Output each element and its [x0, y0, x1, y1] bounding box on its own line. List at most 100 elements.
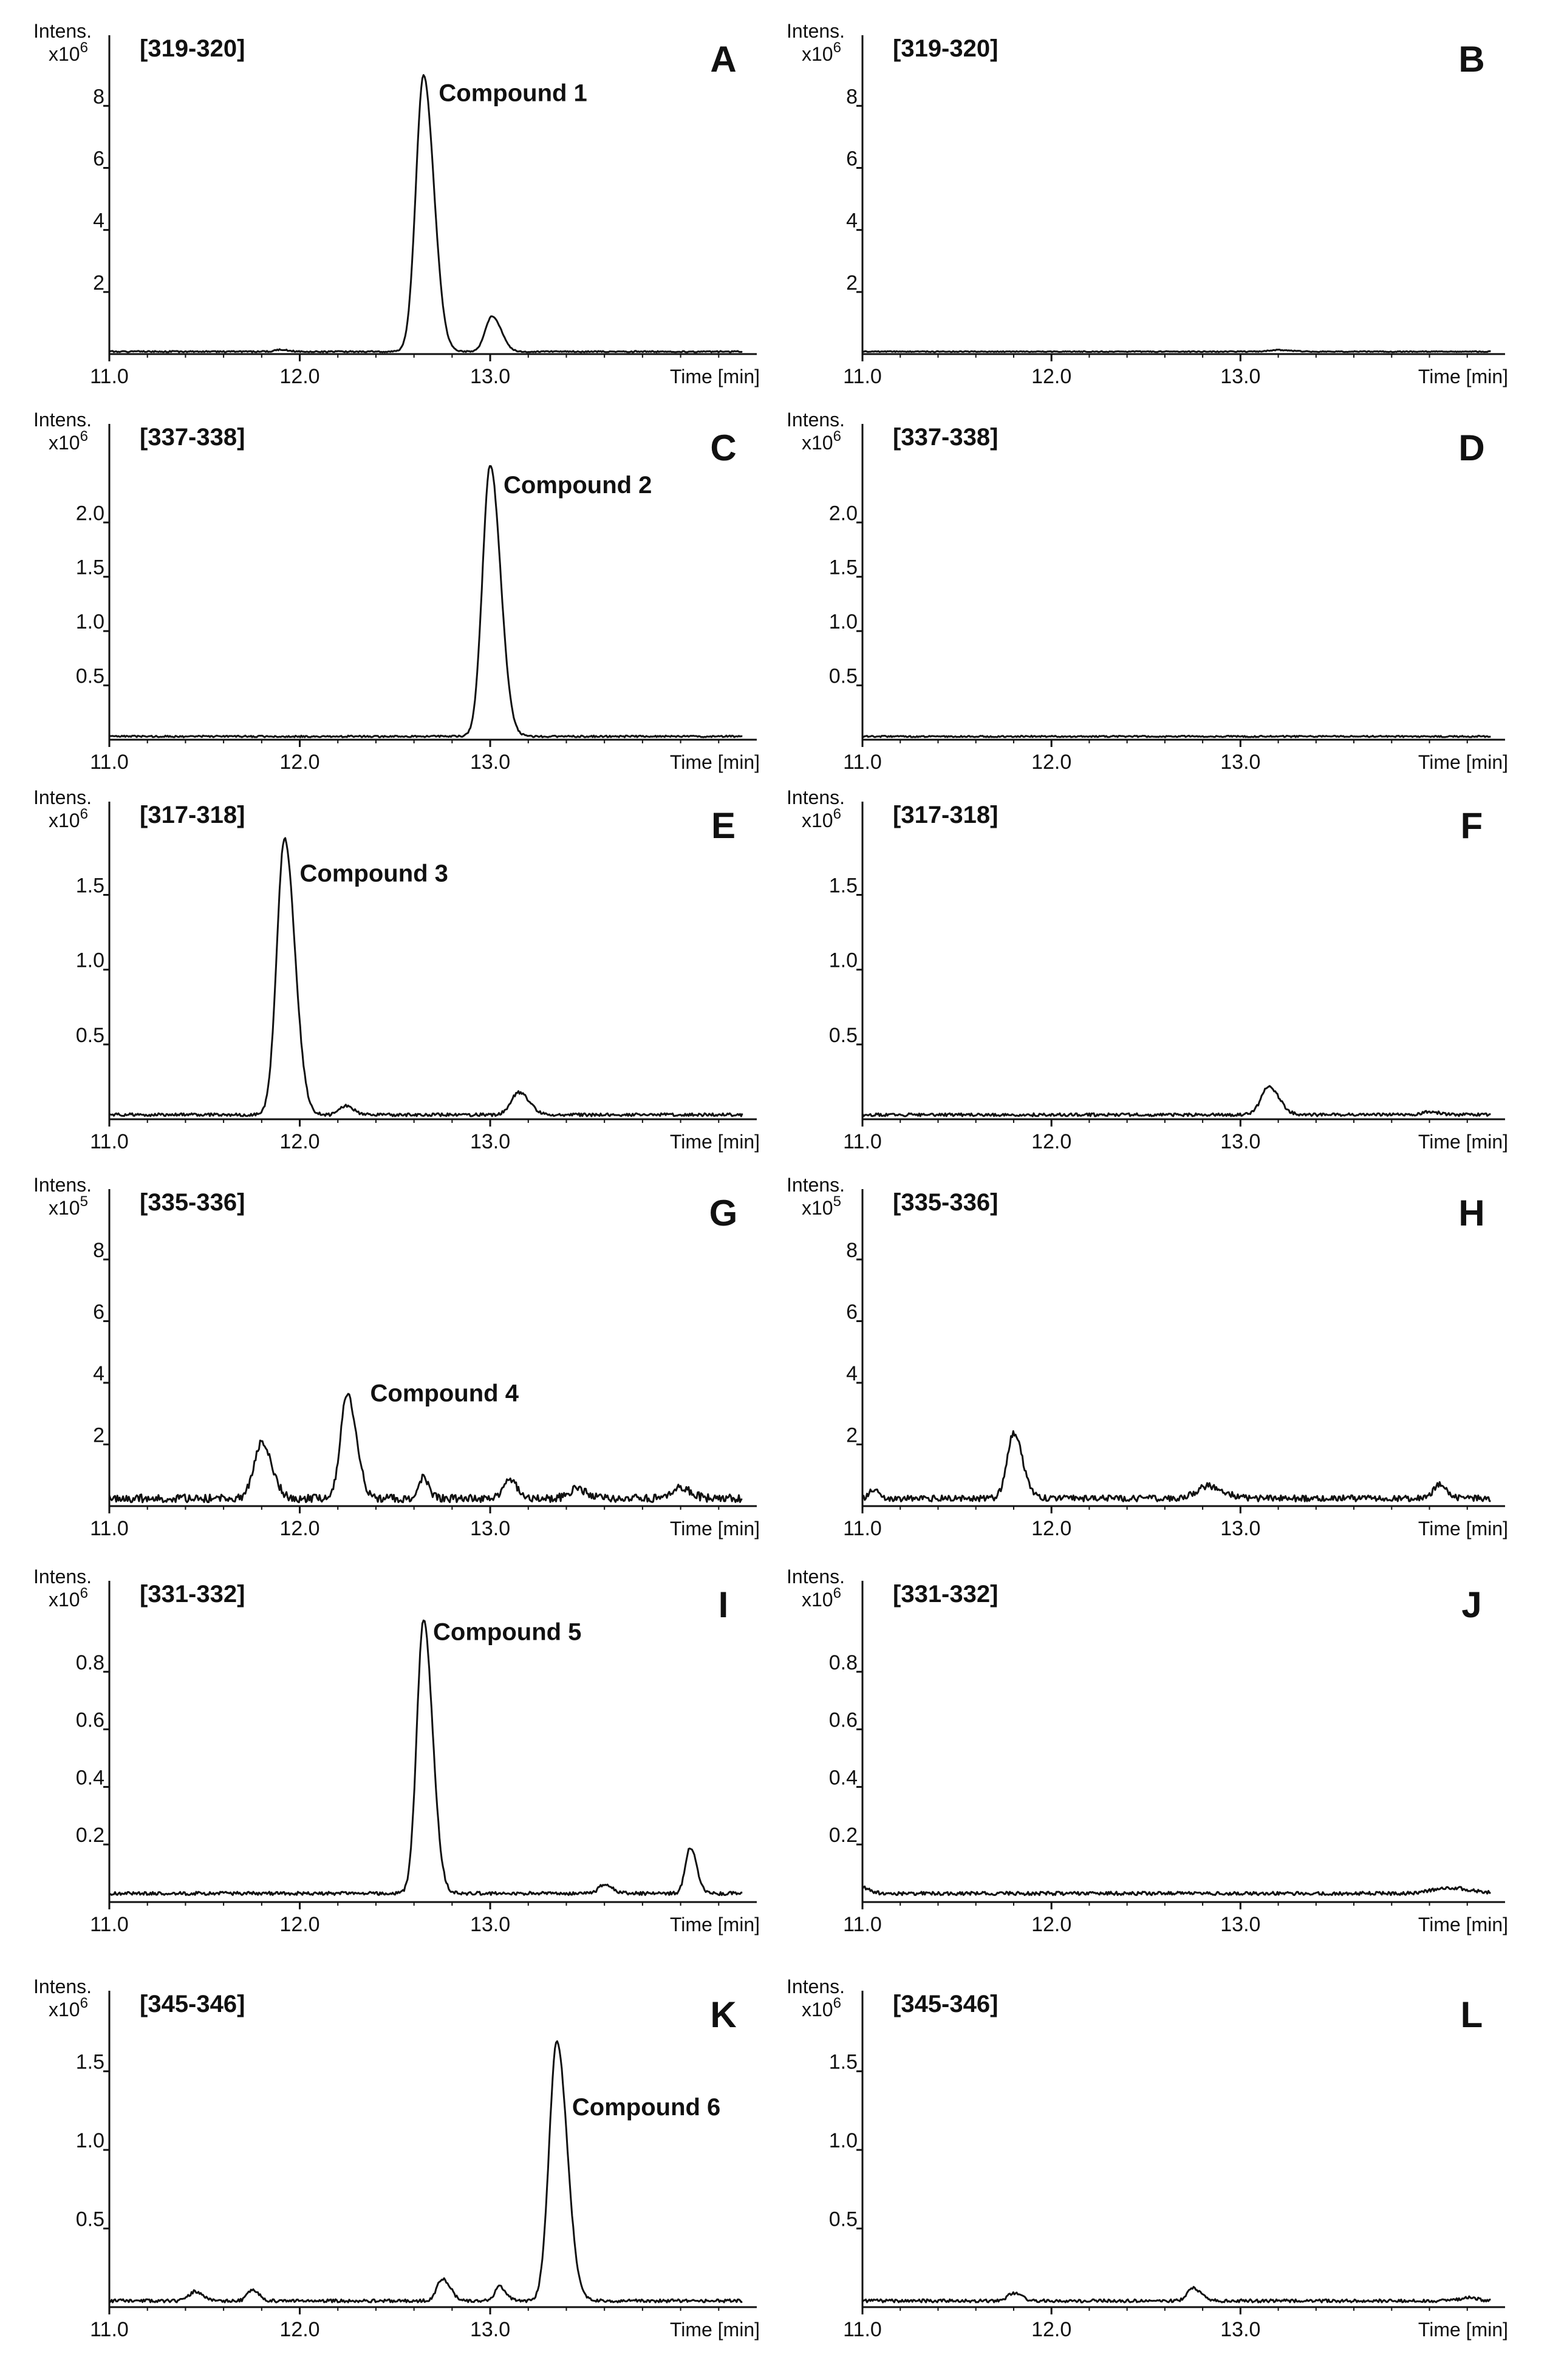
y-tick-label: 0.6: [829, 1709, 858, 1732]
y-axis-title: Intens.: [33, 1566, 92, 1587]
y-axis-title: Intens.: [787, 20, 845, 42]
y-axis-exponent: x106: [49, 1995, 88, 2020]
y-axis-title: Intens.: [33, 409, 92, 431]
x-tick-label: 11.0: [90, 751, 129, 774]
x-axis-title: Time [min]: [670, 751, 760, 773]
chromatogram-panel-a: 11.0 12.0 13.0 Time [min] 2 4 6 8 Intens.x106 [31…: [33, 20, 760, 388]
compound-label: Compound 5: [433, 1619, 581, 1646]
panel-letter: F: [1461, 805, 1483, 846]
x-axis-title: Time [min]: [1418, 366, 1508, 387]
x-axis-title: Time [min]: [670, 1518, 760, 1539]
y-tick-label: 8: [93, 1239, 104, 1262]
y-tick-label: 4: [846, 210, 858, 233]
x-axis-title: Time [min]: [670, 2319, 760, 2341]
x-tick-label: 12.0: [279, 1130, 319, 1153]
chromatogram-panel-g: 11.0 12.0 13.0 Time [min] 2 4 6 8 Intens.x105 [33…: [33, 1174, 760, 1540]
y-axis-title: Intens.: [787, 1566, 845, 1587]
y-axis-exponent: x105: [49, 1193, 88, 1219]
y-tick-label: 0.5: [829, 1024, 858, 1047]
compound-label: Compound 3: [300, 860, 448, 887]
compound-label: Compound 6: [572, 2094, 720, 2121]
y-tick-label: 2: [93, 271, 104, 295]
x-tick-label: 12.0: [1031, 1130, 1071, 1153]
chromatogram-trace: [109, 1619, 743, 1897]
chromatogram-panel-e: 11.0 12.0 13.0 Time [min] 0.5 1.0 1.5 Intens.x1…: [33, 786, 760, 1153]
chromatogram-trace: [109, 74, 743, 353]
x-tick-label: 13.0: [470, 1517, 510, 1540]
x-tick-label: 12.0: [1031, 2318, 1071, 2341]
chromatogram-panel-k: 11.0 12.0 13.0 Time [min] 0.5 1.0 1.5 Intens.x1…: [33, 1976, 760, 2341]
y-axis-title: Intens.: [33, 1174, 92, 1196]
chromatogram-panel-i: 11.0 12.0 13.0 Time [min] 0.2 0.4 0.6 0.8 Intens…: [33, 1566, 760, 1936]
mz-range-label: [345-346]: [893, 1991, 998, 2017]
chromatogram-panel-j: 11.0 12.0 13.0 Time [min] 0.2 0.4 0.6 0.8 Intens…: [787, 1566, 1508, 1936]
chromatogram-trace: [109, 2040, 743, 2303]
x-tick-label: 11.0: [843, 365, 882, 388]
panel-letter: H: [1458, 1193, 1484, 1233]
chromatogram-panel-d: 11.0 12.0 13.0 Time [min] 0.5 1.0 1.5 2.0 Intens…: [787, 409, 1508, 774]
x-tick-label: 13.0: [470, 365, 510, 388]
mz-range-label: [345-346]: [140, 1991, 245, 2017]
x-axis-title: Time [min]: [670, 366, 760, 387]
chromatogram-trace: [109, 465, 743, 738]
y-axis-title: Intens.: [787, 786, 845, 808]
panel-letter: G: [709, 1193, 738, 1233]
mz-range-label: [337-338]: [140, 424, 245, 451]
x-axis-title: Time [min]: [1418, 751, 1508, 773]
mz-range-label: [331-332]: [893, 1581, 998, 1608]
x-tick-label: 12.0: [279, 1517, 319, 1540]
x-axis-title: Time [min]: [1418, 1131, 1508, 1153]
x-axis-title: Time [min]: [1418, 1914, 1508, 1935]
chromatogram-trace: [862, 734, 1491, 738]
y-tick-label: 1.5: [76, 2051, 104, 2074]
y-tick-label: 1.0: [829, 949, 858, 972]
x-tick-label: 11.0: [90, 2318, 129, 2341]
x-tick-label: 11.0: [843, 2318, 882, 2341]
y-tick-label: 2: [846, 1424, 858, 1447]
y-axis-exponent: x106: [49, 1585, 88, 1611]
y-tick-label: 2: [846, 271, 858, 295]
y-tick-label: 8: [846, 1239, 858, 1262]
x-tick-label: 11.0: [843, 1913, 882, 1936]
x-tick-label: 13.0: [1220, 2318, 1260, 2341]
panel-letter: L: [1461, 1994, 1483, 2035]
y-tick-label: 0.5: [76, 1024, 104, 1047]
chromatogram-panel-b: 11.0 12.0 13.0 Time [min] 2 4 6 8 Intens.x106 [31…: [787, 20, 1508, 388]
mz-range-label: [319-320]: [893, 35, 998, 62]
chromatogram-trace: [861, 2286, 1491, 2303]
y-tick-label: 0.5: [829, 2208, 858, 2231]
x-axis-title: Time [min]: [1418, 1518, 1508, 1539]
y-axis-exponent: x106: [49, 39, 88, 65]
y-tick-label: 2: [93, 1424, 104, 1447]
y-tick-label: 1.0: [829, 2129, 858, 2152]
y-axis-title: Intens.: [787, 1976, 845, 1997]
y-tick-label: 0.8: [829, 1651, 858, 1674]
panel-letter: E: [711, 805, 736, 846]
x-tick-label: 13.0: [1220, 1130, 1260, 1153]
y-tick-label: 1.0: [76, 949, 104, 972]
x-tick-label: 11.0: [90, 1517, 129, 1540]
x-tick-label: 11.0: [843, 1517, 882, 1540]
y-tick-label: 0.2: [76, 1824, 104, 1847]
y-tick-label: 4: [93, 210, 104, 233]
y-axis-title: Intens.: [33, 20, 92, 42]
panel-letter: A: [710, 39, 736, 80]
y-tick-label: 2.0: [76, 502, 104, 525]
y-tick-label: 1.5: [76, 556, 104, 579]
x-tick-label: 12.0: [279, 2318, 319, 2341]
y-tick-label: 1.0: [76, 610, 104, 633]
x-tick-label: 12.0: [279, 751, 319, 774]
x-tick-label: 12.0: [1031, 1913, 1071, 1936]
x-axis-title: Time [min]: [1418, 2319, 1508, 2341]
mz-range-label: [319-320]: [140, 35, 245, 62]
y-tick-label: 0.5: [829, 665, 858, 688]
compound-label: Compound 4: [370, 1380, 519, 1407]
y-tick-label: 8: [846, 85, 858, 108]
y-axis-exponent: x106: [802, 39, 841, 65]
x-tick-label: 13.0: [1220, 1913, 1260, 1936]
panel-letter: B: [1458, 39, 1484, 80]
y-tick-label: 1.5: [76, 875, 104, 898]
y-tick-label: 8: [93, 85, 104, 108]
panel-letter: D: [1458, 428, 1484, 468]
